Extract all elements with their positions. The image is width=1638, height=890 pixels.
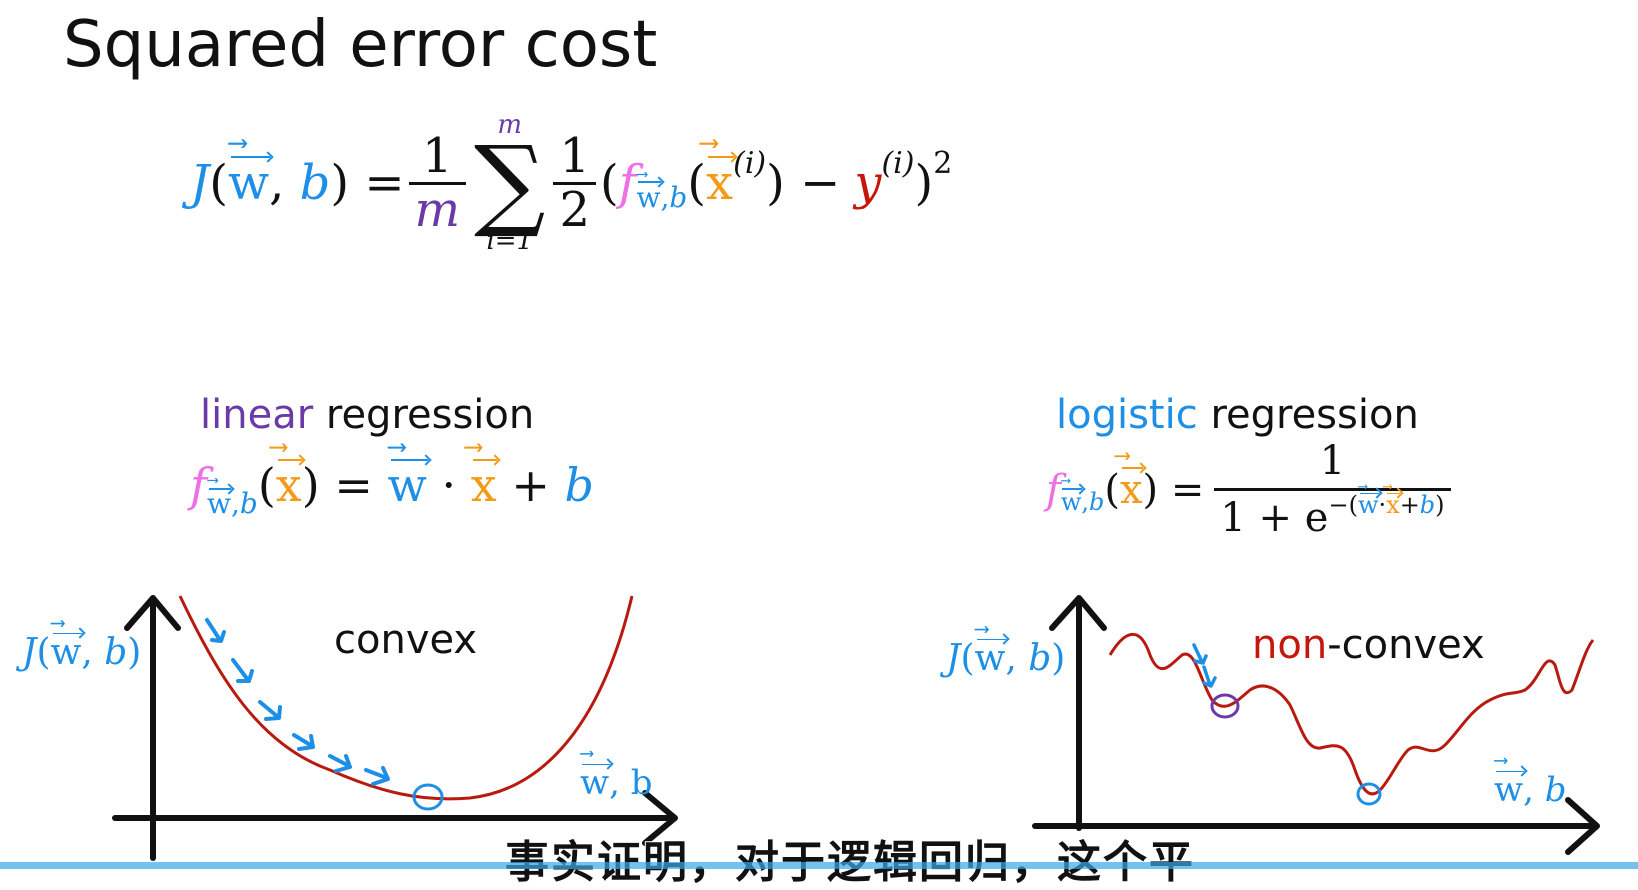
linear-model-formula: f w,b ( x ) = w · x + b xyxy=(190,441,594,520)
linear-word: linear xyxy=(200,392,314,438)
logistic-x-arrowhead xyxy=(1565,797,1600,855)
cost-w-vector: w xyxy=(228,137,270,211)
cost-f: f xyxy=(618,155,637,211)
cost-x-superscript: (i) xyxy=(733,145,767,181)
local-minimum-marker xyxy=(1210,693,1240,719)
gradient-descent-steps xyxy=(205,618,390,786)
cost-equals: = xyxy=(364,155,405,211)
graphs-canvas xyxy=(112,595,1600,861)
cost-minus: − xyxy=(800,155,841,211)
convex-label: convex xyxy=(334,617,478,663)
summation: m ∑ i=1 xyxy=(474,110,546,256)
cost-y-superscript: (i) xyxy=(881,145,915,181)
page-title: Squared error cost xyxy=(63,8,658,82)
cost-formula: J ( w , b ) = 1 m m ∑ i=1 1 2 ( f w,b ( … xyxy=(190,112,952,254)
regression-word: regression xyxy=(325,392,535,438)
cost-J: J xyxy=(190,155,210,211)
sigmoid-fraction: 1 1 + e −( w · x + b ) xyxy=(1214,440,1451,539)
logistic-word: logistic xyxy=(1056,392,1198,438)
logistic-y-arrowhead xyxy=(1049,595,1107,631)
one-over-m-fraction: 1 m xyxy=(408,131,467,235)
logistic-y-axis-label: J(w, b) xyxy=(946,624,1065,679)
logistic-axes xyxy=(1032,595,1600,855)
linear-y-axis-label: J(w, b) xyxy=(22,618,141,673)
linear-x-axis-label: w, b xyxy=(580,750,653,803)
cost-f-subscript: w,b xyxy=(636,170,687,214)
nonconvex-label: non-convex xyxy=(1252,622,1485,668)
logistic-gradient-steps xyxy=(1192,643,1217,688)
video-progress-strip xyxy=(0,862,1638,869)
convex-curve xyxy=(178,595,634,801)
logistic-model-formula: f w,b ( x ) = 1 1 + e −( w · x + b ) xyxy=(1046,440,1455,539)
logistic-regression-heading: logistic regression xyxy=(1056,392,1419,438)
regression-word-2: regression xyxy=(1210,392,1419,438)
linear-minimum-marker xyxy=(412,783,444,811)
linear-axes xyxy=(112,595,678,861)
global-minimum-marker xyxy=(1356,782,1382,806)
linear-regression-heading: linear regression xyxy=(200,392,534,438)
video-subtitle: 事实证明，对于逻辑回归，这个平 xyxy=(504,826,1195,890)
linear-x-arrowhead xyxy=(642,790,678,846)
cost-y: y xyxy=(854,155,882,211)
cost-x-vector: x xyxy=(706,137,734,211)
cost-square: 2 xyxy=(933,145,953,181)
logistic-x-axis-label: w, b xyxy=(1494,757,1567,810)
one-half-fraction: 1 2 xyxy=(553,131,596,235)
cost-b: b xyxy=(299,155,331,211)
linear-y-arrowhead xyxy=(124,595,181,631)
